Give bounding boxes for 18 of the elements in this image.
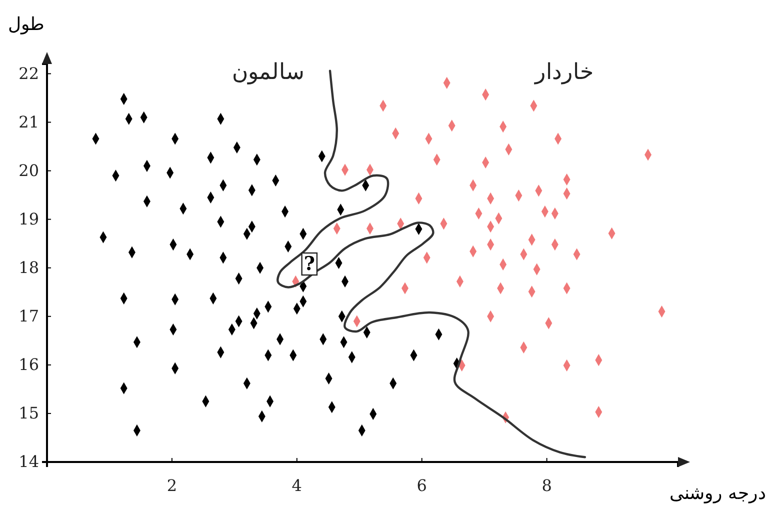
y-tick-label: 21 [18, 112, 39, 132]
y-axis-title: طول [8, 14, 44, 35]
y-tick-label: 14 [18, 452, 39, 472]
x-tick-label: 2 [166, 476, 178, 495]
x-tick-label: 4 [292, 476, 302, 495]
y-tick-label: 15 [18, 404, 39, 423]
x-axis-title: درجه روشنی [669, 483, 766, 504]
y-tick-label: 16 [18, 355, 39, 374]
y-tick-label: 22 [18, 64, 39, 83]
x-tick-label: 8 [542, 476, 552, 495]
series-label: سالمون [232, 60, 304, 86]
series-label: خاردار [534, 60, 594, 86]
y-tick-label: 20 [18, 160, 39, 180]
x-tick-label: 6 [416, 476, 427, 495]
y-tick-label: 17 [18, 306, 39, 326]
y-tick-label: 18 [18, 258, 39, 277]
y-tick-label: 19 [18, 209, 39, 228]
annotation: ? [304, 253, 315, 275]
